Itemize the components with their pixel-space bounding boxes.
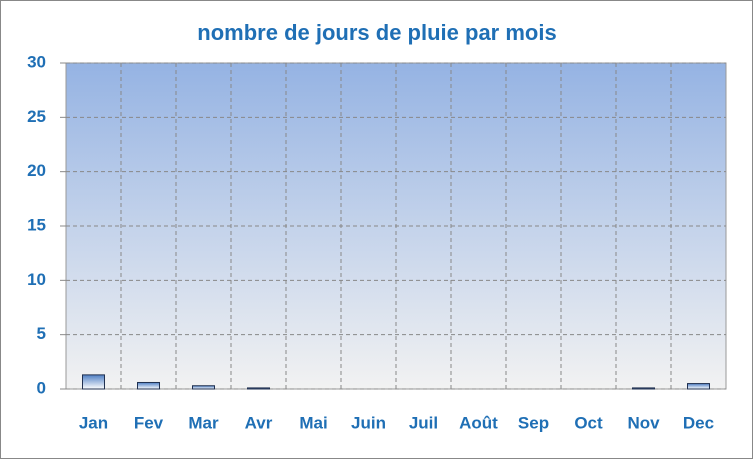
- bar: [687, 383, 710, 390]
- y-tick-label: 10: [27, 270, 46, 289]
- y-tick-label: 5: [37, 324, 46, 343]
- x-tick-label: Dec: [683, 413, 714, 432]
- x-tick-label: Oct: [574, 413, 603, 432]
- x-tick-label: Août: [459, 413, 498, 432]
- x-tick-label: Avr: [245, 413, 273, 432]
- x-tick-label: Mar: [188, 413, 219, 432]
- y-tick-label: 0: [37, 378, 46, 397]
- bar: [247, 387, 270, 390]
- x-tick-label: Nov: [627, 413, 660, 432]
- bar: [632, 387, 655, 390]
- bar: [82, 374, 105, 390]
- y-tick-label: 15: [27, 215, 46, 234]
- x-tick-label: Juin: [351, 413, 386, 432]
- bar: [137, 381, 160, 390]
- y-tick-label: 30: [27, 52, 46, 71]
- chart-title: nombre de jours de pluie par mois: [197, 20, 556, 45]
- x-tick-label: Jan: [79, 413, 108, 432]
- x-tick-label: Sep: [518, 413, 549, 432]
- y-tick-label: 25: [27, 107, 46, 126]
- x-tick-label: Fev: [134, 413, 164, 432]
- y-tick-label: 20: [27, 161, 46, 180]
- x-tick-label: Juil: [409, 413, 438, 432]
- x-tick-label: Mai: [299, 413, 327, 432]
- bar: [192, 385, 215, 390]
